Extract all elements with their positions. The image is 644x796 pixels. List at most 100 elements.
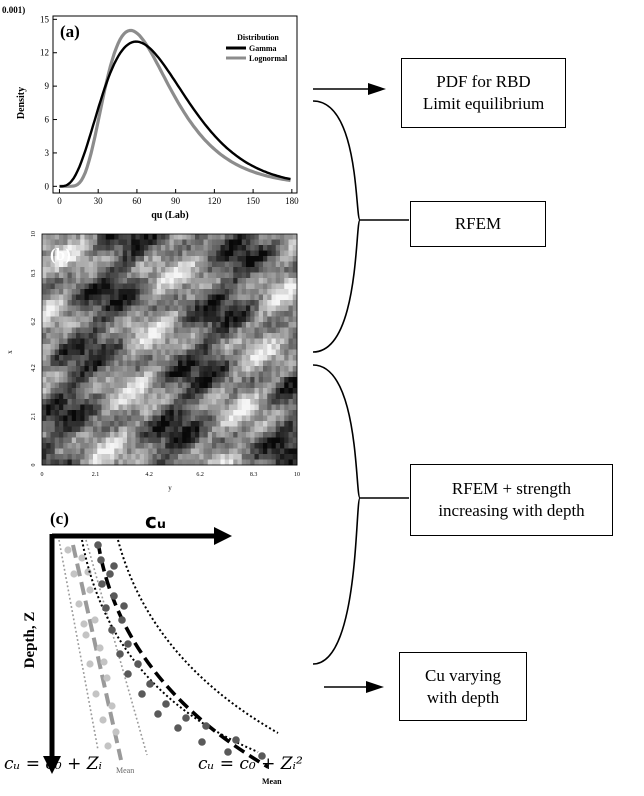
field-cell [182, 322, 187, 328]
field-cell [292, 261, 298, 268]
field-cell [212, 305, 217, 312]
field-cell [135, 349, 141, 356]
field-cell [46, 377, 51, 383]
field-cell [267, 322, 272, 328]
field-cell [110, 278, 115, 284]
field-cell [250, 349, 255, 356]
field-cell [114, 410, 119, 416]
field-cell [267, 437, 272, 444]
field-cell [173, 294, 179, 301]
field-cell [42, 382, 47, 389]
field-cell [216, 410, 221, 416]
field-cell [135, 294, 141, 301]
field-cell [229, 388, 234, 394]
field-cell [88, 344, 94, 350]
field-cell [280, 311, 285, 317]
field-cell [84, 377, 90, 383]
field-cell [267, 239, 272, 246]
field-cell [165, 377, 170, 383]
field-cell [97, 382, 102, 389]
field-cell [237, 399, 243, 405]
field-cell [284, 443, 289, 449]
field-cell [50, 278, 56, 284]
field-cell [122, 360, 128, 367]
field-cell [63, 311, 68, 317]
field-cell [46, 410, 51, 416]
field-cell [173, 360, 179, 367]
field-cell [67, 360, 73, 367]
field-cell [139, 448, 145, 455]
field-cell [258, 239, 264, 246]
field-cell [156, 272, 162, 279]
field-cell [101, 344, 107, 350]
field-cell [122, 250, 128, 257]
field-cell [263, 371, 268, 378]
field-cell [263, 283, 268, 290]
field-cell [63, 377, 68, 383]
field-cell [59, 327, 64, 334]
field-cell [275, 267, 281, 273]
field-cell [148, 338, 153, 345]
field-cell [271, 404, 277, 411]
field-cell [258, 393, 264, 400]
field-cell [280, 272, 285, 279]
field-cell [237, 443, 243, 449]
field-cell [54, 454, 60, 460]
field-cell [284, 283, 289, 290]
field-cell [280, 454, 285, 460]
field-cell [207, 349, 213, 356]
field-cell [93, 234, 98, 240]
field-cell [178, 289, 183, 295]
field-cell [229, 454, 234, 460]
field-cell [267, 311, 272, 317]
field-cell [152, 316, 158, 323]
field-cell [284, 272, 289, 279]
field-cell [254, 349, 260, 356]
field-cell [229, 234, 234, 240]
field-cell [284, 366, 289, 372]
quadratic-data-point [124, 670, 132, 678]
field-cell [178, 454, 183, 460]
field-cell [105, 327, 111, 334]
field-cell [148, 432, 153, 438]
field-cell [67, 377, 73, 383]
field-cell [156, 344, 162, 350]
field-cell [254, 327, 260, 334]
field-cell [288, 278, 294, 284]
field-cell [258, 344, 264, 350]
field-cell [105, 272, 111, 279]
field-cell [241, 234, 247, 240]
field-cell [271, 454, 277, 460]
field-cell [224, 404, 230, 411]
field-cell [93, 245, 98, 251]
field-cell [148, 256, 153, 262]
field-cell [233, 410, 238, 416]
field-cell [203, 399, 209, 405]
field-cell [173, 300, 179, 306]
field-cell [84, 272, 90, 279]
field-cell [292, 278, 298, 284]
field-cell [212, 256, 217, 262]
quadratic-data-point [98, 580, 106, 588]
field-cell [161, 294, 166, 301]
field-cell [148, 388, 153, 394]
field-cell [63, 300, 68, 306]
field-cell [67, 366, 73, 372]
field-cell [178, 360, 183, 367]
field-cell [135, 289, 141, 295]
field-cell [241, 245, 247, 251]
field-cell [156, 443, 162, 449]
field-cell [186, 426, 192, 433]
field-cell [246, 366, 251, 372]
field-cell [199, 388, 204, 394]
field-cell [275, 256, 281, 262]
field-cell [288, 239, 294, 246]
field-cell [156, 371, 162, 378]
field-cell [97, 250, 102, 257]
field-cell [195, 322, 200, 328]
field-cell [267, 393, 272, 400]
field-cell [241, 371, 247, 378]
field-cell [110, 410, 115, 416]
field-cell [199, 300, 204, 306]
field-cell [199, 261, 204, 268]
